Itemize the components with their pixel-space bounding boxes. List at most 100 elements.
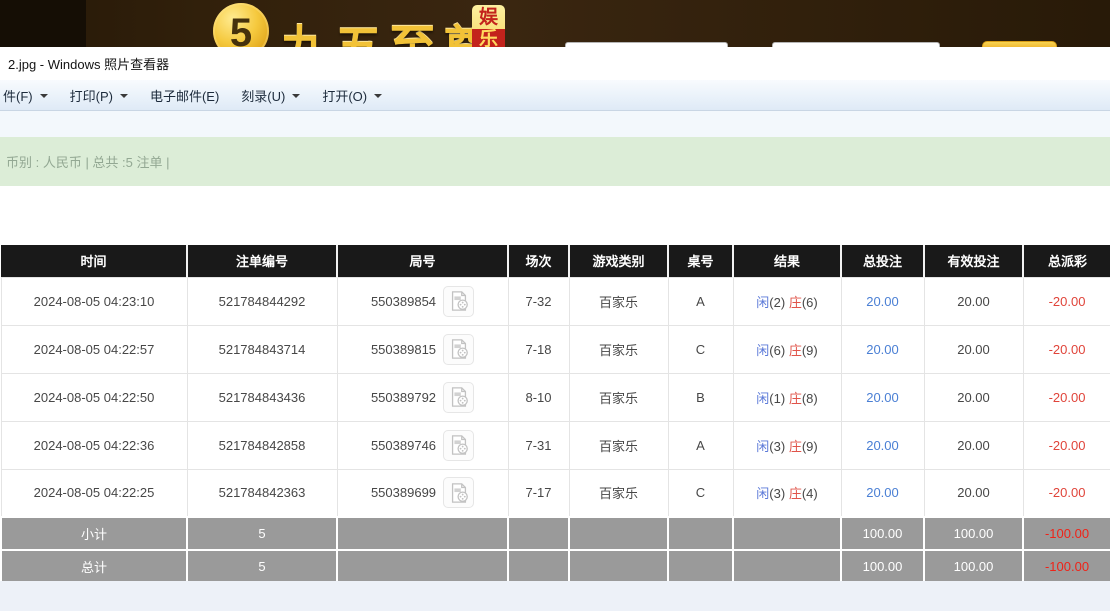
cell-session: 7-18 bbox=[507, 324, 570, 374]
header-valid-bet: 有效投注 bbox=[924, 245, 1024, 277]
subtotal-total-bet: 100.00 bbox=[840, 516, 925, 551]
cell-valid-bet: 20.00 bbox=[923, 276, 1024, 326]
header-time: 时间 bbox=[1, 245, 188, 277]
login-password-input[interactable] bbox=[772, 42, 940, 47]
cell-total-bet[interactable]: 20.00 bbox=[840, 324, 925, 374]
header-bet-id: 注单编号 bbox=[187, 245, 338, 277]
brand-coin-logo-icon: 5 bbox=[213, 3, 269, 47]
cell-session: 7-17 bbox=[507, 468, 570, 518]
cell-bet-id: 521784844292 bbox=[186, 276, 338, 326]
menu-print[interactable]: 打印(P) bbox=[59, 80, 139, 110]
subtotal-row: 小计 5 100.00 100.00 -100.00 bbox=[0, 516, 1110, 551]
cell-payout: -20.00 bbox=[1022, 372, 1110, 422]
brand-badge: 娱 乐 bbox=[472, 5, 505, 47]
cell-bet-id: 521784842363 bbox=[186, 468, 338, 518]
subtotal-count: 5 bbox=[186, 516, 338, 551]
page-background-strip bbox=[0, 581, 1110, 611]
cell-payout: -20.00 bbox=[1022, 420, 1110, 470]
cell-game-type: 百家乐 bbox=[568, 324, 669, 374]
table-row: 2024-08-05 04:22:25 521784842363 5503896… bbox=[0, 468, 1110, 518]
header-result: 结果 bbox=[733, 245, 842, 277]
cell-payout: -20.00 bbox=[1022, 276, 1110, 326]
cell-round-id: 550389746 bbox=[336, 420, 509, 470]
cell-round-id: 550389815 bbox=[336, 324, 509, 374]
video-replay-button[interactable] bbox=[443, 477, 475, 509]
login-button[interactable] bbox=[982, 41, 1057, 47]
video-replay-button[interactable] bbox=[443, 381, 475, 413]
cell-round-id: 550389854 bbox=[336, 276, 509, 326]
cell-round-id: 550389792 bbox=[336, 372, 509, 422]
table-row: 2024-08-05 04:22:36 521784842858 5503897… bbox=[0, 420, 1110, 470]
cell-session: 8-10 bbox=[507, 372, 570, 422]
cell-payout: -20.00 bbox=[1022, 468, 1110, 518]
cell-bet-id: 521784843436 bbox=[186, 372, 338, 422]
grand-total-row: 总计 5 100.00 100.00 -100.00 bbox=[0, 549, 1110, 584]
video-replay-button[interactable] bbox=[443, 285, 475, 317]
cell-table-no: B bbox=[667, 372, 734, 422]
header-payout: 总派彩 bbox=[1023, 245, 1110, 277]
cell-payout: -20.00 bbox=[1022, 324, 1110, 374]
cell-total-bet[interactable]: 20.00 bbox=[840, 420, 925, 470]
subtotal-payout: -100.00 bbox=[1022, 516, 1110, 551]
cell-session: 7-32 bbox=[507, 276, 570, 326]
total-label: 总计 bbox=[0, 549, 188, 584]
video-replay-button[interactable] bbox=[443, 429, 475, 461]
cell-result: 闲(1) 庄(8) bbox=[732, 372, 842, 422]
cell-game-type: 百家乐 bbox=[568, 468, 669, 518]
table-row: 2024-08-05 04:22:57 521784843714 5503898… bbox=[0, 324, 1110, 374]
cell-result: 闲(2) 庄(6) bbox=[732, 276, 842, 326]
menu-file[interactable]: 件(F) bbox=[0, 80, 59, 110]
login-username-input[interactable] bbox=[565, 42, 728, 47]
video-file-icon bbox=[451, 339, 468, 359]
cell-game-type: 百家乐 bbox=[568, 420, 669, 470]
cell-table-no: C bbox=[667, 324, 734, 374]
currency-info-text: 币别 : 人民币 | 总共 :5 注单 | bbox=[6, 155, 170, 170]
toolbar-spacer bbox=[0, 111, 1110, 137]
menu-open[interactable]: 打开(O) bbox=[311, 80, 393, 110]
video-replay-button[interactable] bbox=[443, 333, 475, 365]
header-game-type: 游戏类别 bbox=[569, 245, 669, 277]
cell-result: 闲(3) 庄(4) bbox=[732, 468, 842, 518]
window-titlebar: 2.jpg - Windows 照片查看器 bbox=[0, 47, 1110, 80]
chevron-down-icon bbox=[292, 94, 301, 98]
cell-valid-bet: 20.00 bbox=[923, 420, 1024, 470]
cell-total-bet[interactable]: 20.00 bbox=[840, 276, 925, 326]
video-file-icon bbox=[451, 387, 468, 407]
cell-game-type: 百家乐 bbox=[568, 276, 669, 326]
cell-total-bet[interactable]: 20.00 bbox=[840, 468, 925, 518]
menu-email[interactable]: 电子邮件(E) bbox=[149, 88, 220, 104]
cell-table-no: C bbox=[667, 468, 734, 518]
cell-time: 2024-08-05 04:22:57 bbox=[0, 324, 188, 374]
cell-bet-id: 521784843714 bbox=[186, 324, 338, 374]
badge-bottom-char: 乐 bbox=[472, 29, 505, 47]
header-table-no: 桌号 bbox=[668, 245, 734, 277]
coin-digit: 5 bbox=[229, 11, 253, 47]
cell-time: 2024-08-05 04:22:36 bbox=[0, 420, 188, 470]
cell-result: 闲(3) 庄(9) bbox=[732, 420, 842, 470]
cell-valid-bet: 20.00 bbox=[923, 372, 1024, 422]
video-file-icon bbox=[451, 291, 468, 311]
cell-session: 7-31 bbox=[507, 420, 570, 470]
total-valid-bet: 100.00 bbox=[923, 549, 1024, 584]
header-session: 场次 bbox=[508, 245, 570, 277]
brand-title: 九五至尊 bbox=[281, 9, 497, 47]
total-total-bet: 100.00 bbox=[840, 549, 925, 584]
menu-burn[interactable]: 刻录(U) bbox=[230, 80, 311, 110]
cell-time: 2024-08-05 04:22:50 bbox=[0, 372, 188, 422]
site-banner: 5 九五至尊 娱 乐 bbox=[0, 0, 1110, 47]
table-row: 2024-08-05 04:23:10 521784844292 5503898… bbox=[0, 276, 1110, 326]
table-row: 2024-08-05 04:22:50 521784843436 5503897… bbox=[0, 372, 1110, 422]
menubar: 件(F) 打印(P) 电子邮件(E) 刻录(U) 打开(O) bbox=[0, 80, 1110, 111]
cell-total-bet[interactable]: 20.00 bbox=[840, 372, 925, 422]
total-payout: -100.00 bbox=[1022, 549, 1110, 584]
cell-time: 2024-08-05 04:22:25 bbox=[0, 468, 188, 518]
chevron-down-icon bbox=[119, 94, 128, 98]
cell-game-type: 百家乐 bbox=[568, 372, 669, 422]
cell-table-no: A bbox=[667, 276, 734, 326]
cell-valid-bet: 20.00 bbox=[923, 324, 1024, 374]
cell-result: 闲(6) 庄(9) bbox=[732, 324, 842, 374]
window-title: 2.jpg - Windows 照片查看器 bbox=[8, 57, 170, 72]
header-round-id: 局号 bbox=[337, 245, 509, 277]
header-total-bet: 总投注 bbox=[841, 245, 925, 277]
